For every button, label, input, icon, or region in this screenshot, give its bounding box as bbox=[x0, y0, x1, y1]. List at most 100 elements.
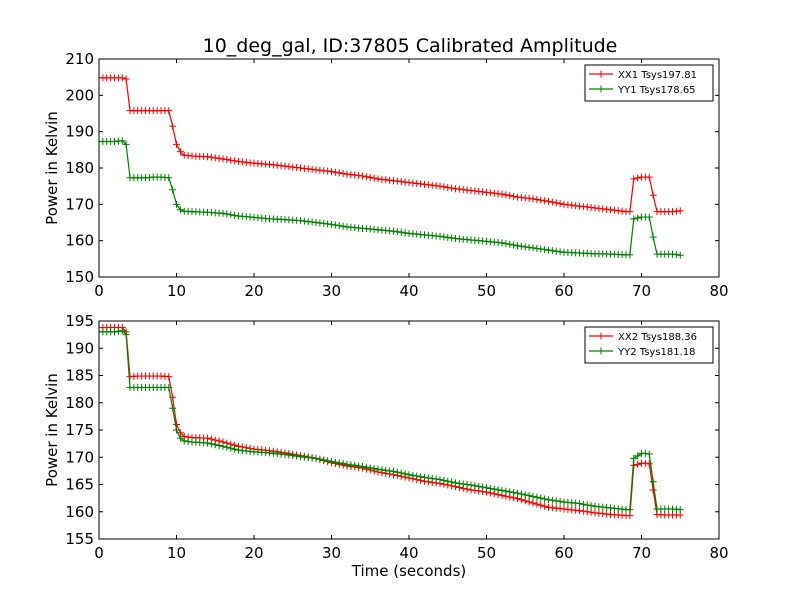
x-tick-label: 40 bbox=[399, 544, 418, 562]
data-marker bbox=[525, 498, 533, 506]
data-marker bbox=[328, 168, 335, 176]
data-marker bbox=[521, 243, 529, 251]
data-marker bbox=[111, 328, 118, 336]
data-marker bbox=[467, 481, 475, 489]
data-marker bbox=[479, 483, 487, 491]
data-marker bbox=[490, 485, 498, 493]
data-marker bbox=[459, 480, 467, 488]
data-marker bbox=[475, 482, 483, 490]
data-marker bbox=[510, 241, 518, 249]
data-marker bbox=[669, 250, 676, 258]
data-marker bbox=[649, 191, 657, 199]
data-marker bbox=[223, 443, 231, 451]
data-marker bbox=[463, 481, 471, 488]
y-tick-label: 170 bbox=[65, 448, 94, 466]
data-marker bbox=[641, 449, 649, 457]
legend-box bbox=[584, 64, 714, 102]
data-marker bbox=[215, 154, 223, 162]
data-marker bbox=[525, 492, 533, 500]
data-marker bbox=[173, 426, 180, 434]
data-marker bbox=[645, 450, 653, 458]
y-tick-label: 160 bbox=[65, 232, 94, 250]
data-marker bbox=[335, 169, 343, 177]
y-tick-label: 195 bbox=[65, 312, 94, 330]
data-marker bbox=[498, 239, 506, 247]
data-marker bbox=[401, 470, 409, 478]
data-marker bbox=[552, 497, 560, 505]
x-tick-label: 80 bbox=[709, 282, 728, 300]
legend-swatch-marker bbox=[597, 332, 605, 340]
data-marker bbox=[576, 500, 583, 508]
data-marker bbox=[529, 492, 537, 500]
data-marker bbox=[533, 493, 541, 501]
data-marker bbox=[541, 495, 549, 503]
y-tick-label: 170 bbox=[65, 195, 94, 213]
series-group bbox=[99, 74, 684, 259]
data-marker bbox=[362, 173, 370, 181]
data-marker bbox=[552, 199, 560, 207]
y-tick-label: 165 bbox=[65, 476, 94, 494]
data-marker bbox=[634, 460, 642, 468]
chart-title: 10_deg_gal, ID:37805 Calibrated Amplitud… bbox=[203, 35, 618, 57]
data-marker bbox=[506, 240, 514, 248]
data-marker bbox=[339, 170, 347, 178]
data-marker bbox=[173, 140, 180, 148]
data-marker bbox=[521, 491, 529, 499]
legend-swatch-marker bbox=[597, 85, 605, 93]
y-tick-label: 180 bbox=[65, 159, 94, 177]
data-marker bbox=[114, 327, 122, 335]
data-marker bbox=[502, 487, 510, 495]
x-tick-label: 30 bbox=[322, 282, 341, 300]
data-marker bbox=[231, 445, 239, 453]
data-marker bbox=[537, 494, 545, 502]
data-marker bbox=[401, 229, 409, 237]
data-marker bbox=[169, 186, 177, 194]
data-marker bbox=[634, 174, 642, 182]
data-marker bbox=[533, 500, 541, 508]
data-marker bbox=[219, 442, 227, 450]
data-marker bbox=[506, 192, 514, 200]
data-marker bbox=[204, 439, 211, 447]
data-marker bbox=[382, 466, 390, 474]
data-marker bbox=[293, 452, 301, 460]
data-marker bbox=[548, 247, 556, 255]
y-tick-label: 155 bbox=[65, 530, 94, 548]
data-marker bbox=[176, 206, 184, 214]
data-marker bbox=[424, 474, 432, 482]
x-tick-label: 50 bbox=[477, 282, 496, 300]
data-marker bbox=[498, 190, 506, 198]
legend-label: XX1 Tsys197.81 bbox=[618, 70, 697, 81]
data-marker bbox=[537, 245, 545, 253]
data-marker bbox=[231, 211, 239, 219]
data-marker bbox=[626, 506, 634, 514]
data-marker bbox=[502, 191, 510, 199]
data-marker bbox=[494, 486, 502, 494]
data-marker bbox=[545, 496, 552, 504]
data-marker bbox=[541, 246, 549, 254]
data-marker bbox=[630, 175, 638, 183]
y-tick-label: 160 bbox=[65, 503, 94, 521]
data-marker bbox=[545, 197, 552, 205]
y-axis-label: Power in Kelvin bbox=[43, 111, 61, 225]
data-marker bbox=[583, 508, 591, 516]
data-marker bbox=[444, 477, 452, 485]
data-marker bbox=[525, 243, 533, 251]
data-marker bbox=[645, 213, 653, 221]
data-marker bbox=[626, 512, 634, 520]
data-marker bbox=[118, 137, 126, 145]
data-marker bbox=[510, 192, 518, 200]
data-marker bbox=[649, 478, 657, 486]
data-marker bbox=[165, 174, 173, 182]
data-marker bbox=[556, 200, 564, 208]
x-tick-label: 0 bbox=[94, 282, 104, 300]
data-marker bbox=[339, 222, 347, 230]
data-marker bbox=[281, 451, 289, 459]
data-marker bbox=[351, 461, 359, 469]
data-marker bbox=[231, 157, 239, 165]
data-marker bbox=[405, 471, 413, 479]
legend-box bbox=[584, 326, 714, 364]
legend-label: YY2 Tsys181.18 bbox=[617, 347, 696, 358]
x-tick-label: 10 bbox=[167, 544, 186, 562]
data-marker bbox=[359, 463, 366, 471]
data-marker bbox=[285, 451, 293, 459]
